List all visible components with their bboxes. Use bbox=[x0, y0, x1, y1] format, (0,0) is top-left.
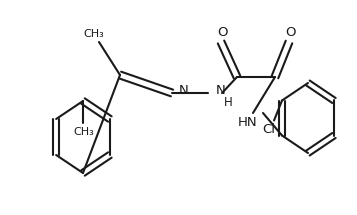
Text: O: O bbox=[217, 26, 227, 40]
Text: CH₃: CH₃ bbox=[84, 29, 104, 39]
Text: N: N bbox=[179, 84, 189, 97]
Text: Cl: Cl bbox=[262, 123, 276, 136]
Text: O: O bbox=[285, 26, 295, 40]
Text: H: H bbox=[224, 95, 233, 109]
Text: HN: HN bbox=[238, 115, 258, 129]
Text: N: N bbox=[216, 84, 226, 97]
Text: CH₃: CH₃ bbox=[74, 127, 94, 137]
